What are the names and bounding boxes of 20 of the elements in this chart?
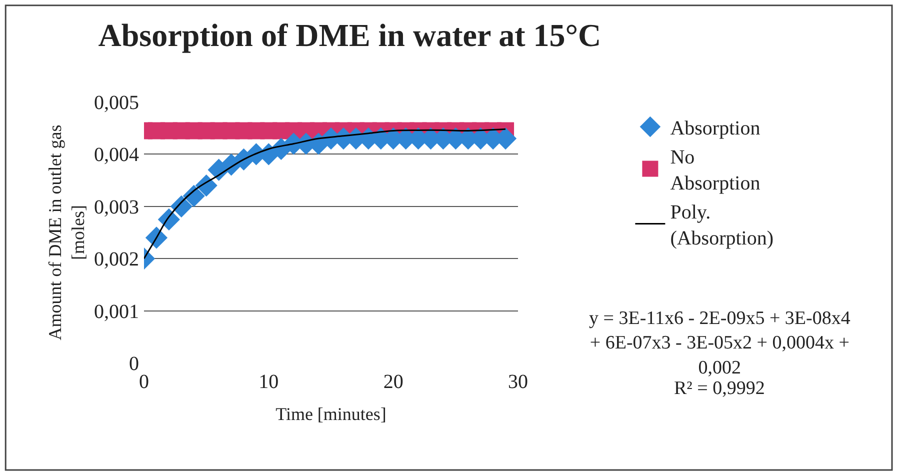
y-tick-label: 0,001 bbox=[94, 300, 139, 323]
text: y = 3E-11x6 - 2E-09x5 + 3E-08x4 + 6E-07x3 - 3E-05x2 + 0,0004x + 0,002 bbox=[589, 308, 851, 378]
legend-label: No Absorption bbox=[670, 146, 760, 195]
x-axis-title: Time [minutes] bbox=[276, 404, 386, 424]
text: R² = 0,9992 bbox=[674, 378, 765, 399]
x-tick-label: 30 bbox=[508, 371, 528, 393]
y-axis-title: Amount of DME in outlet gas [moles] bbox=[44, 124, 88, 340]
y-tick-label: 0,003 bbox=[94, 196, 139, 218]
y-tick-label: 0,005 bbox=[94, 92, 139, 114]
y-tick-label: 0 bbox=[129, 353, 139, 375]
legend-label: Absorption bbox=[670, 118, 760, 140]
point bbox=[182, 184, 205, 208]
legend-label: Poly. (Absorption) bbox=[670, 202, 774, 250]
point bbox=[158, 208, 180, 230]
x-tick-label: 20 bbox=[383, 371, 404, 393]
y-tick-label: 0,004 bbox=[94, 144, 139, 166]
y-tick-label: 0,002 bbox=[94, 248, 139, 271]
chart-title: Absorption of DME in water at 15°C bbox=[98, 17, 602, 54]
point bbox=[170, 195, 192, 218]
x-tick-label: 10 bbox=[258, 371, 279, 393]
